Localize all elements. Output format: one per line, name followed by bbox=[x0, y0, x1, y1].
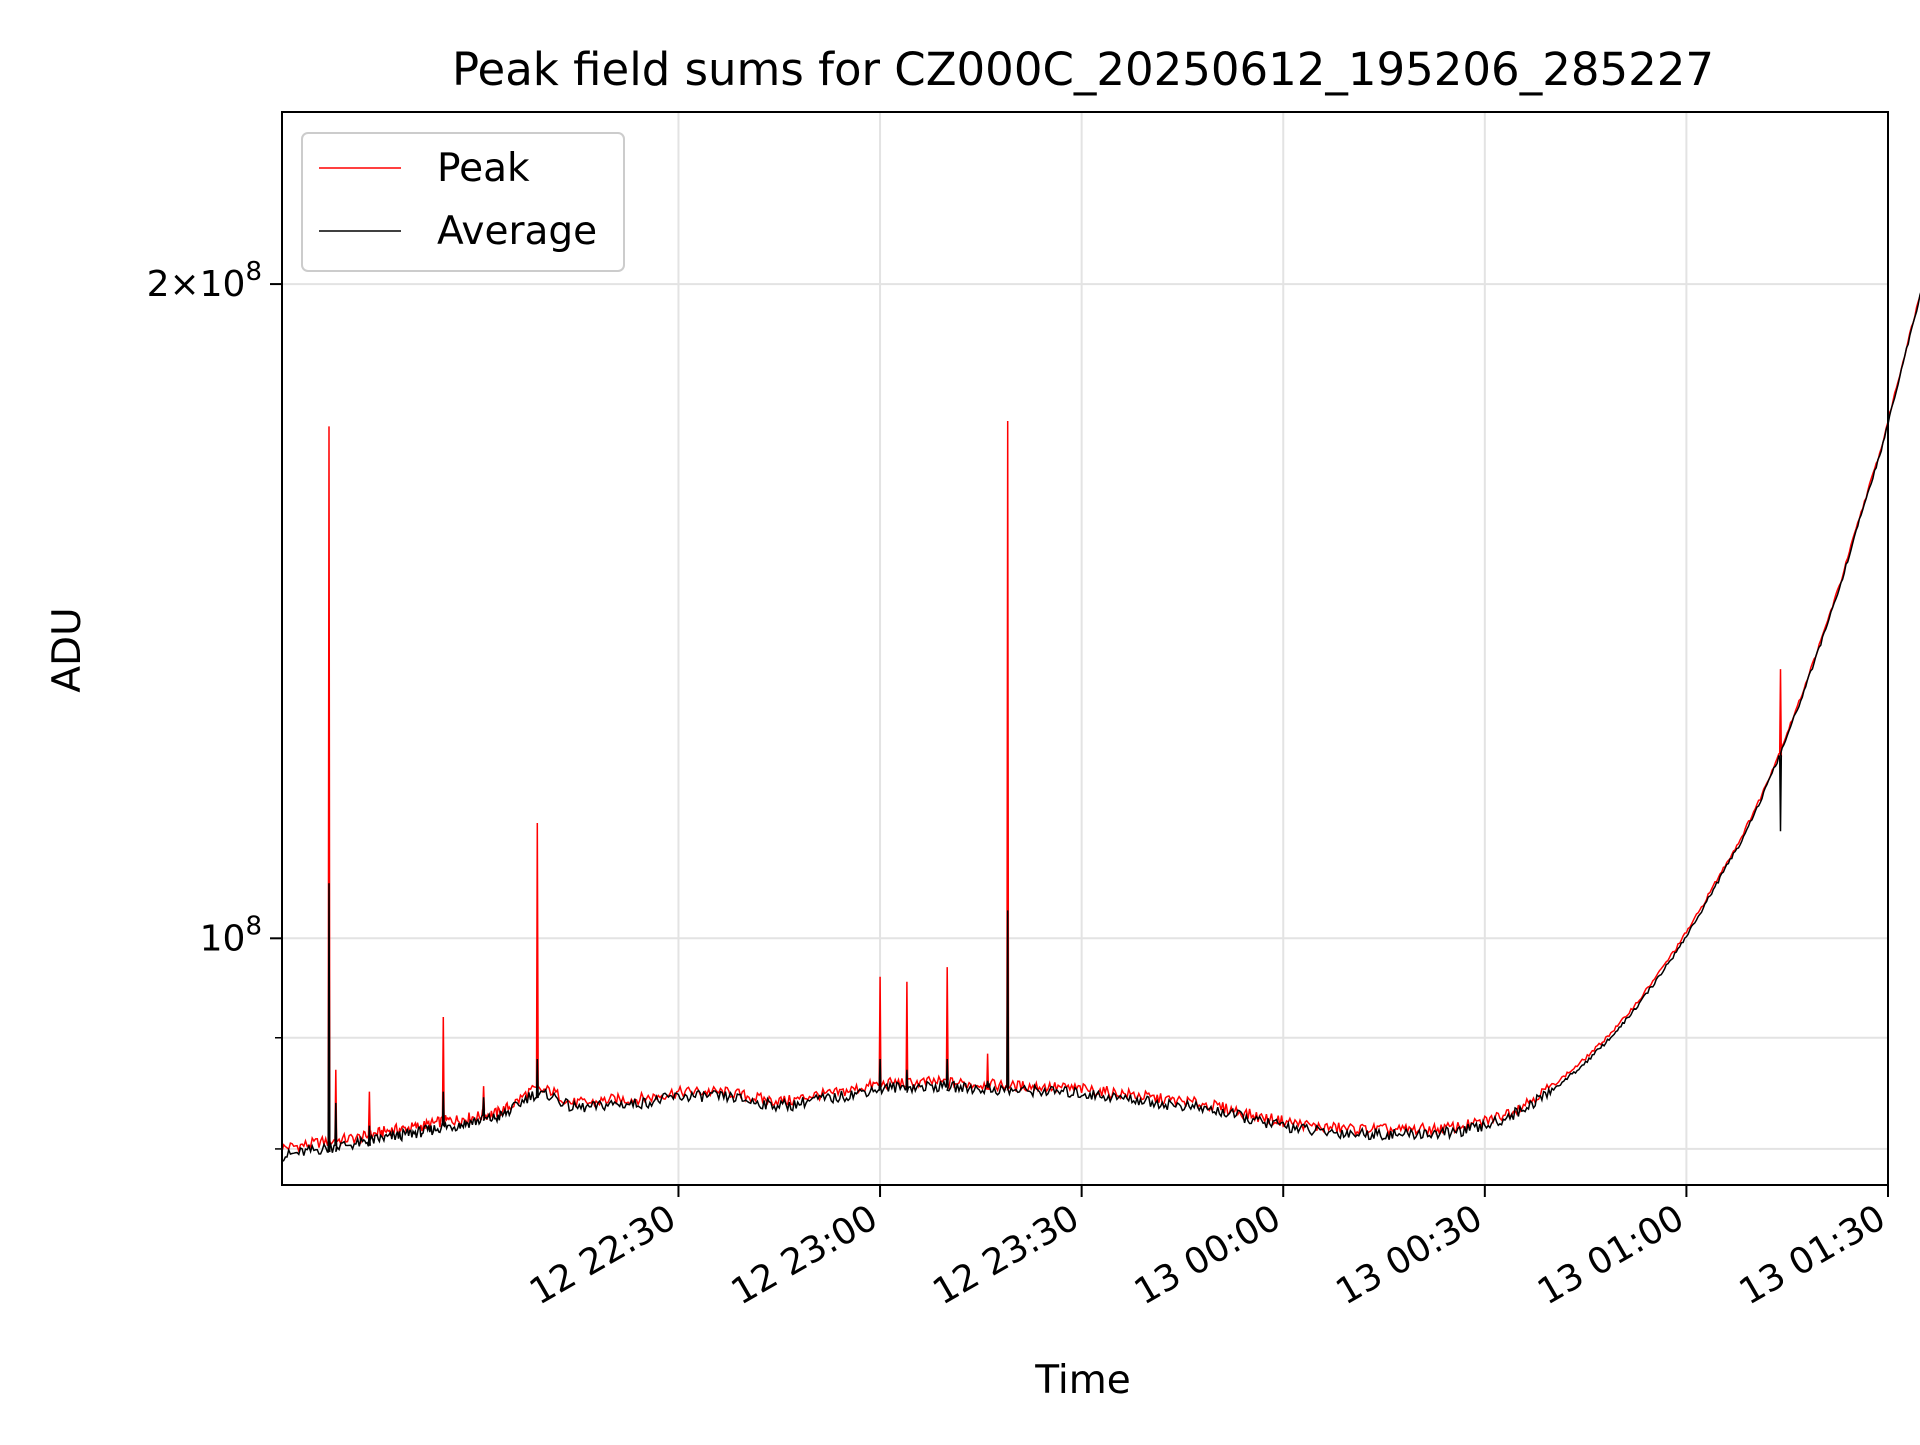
legend-label-average: Average bbox=[437, 209, 597, 254]
y-tick-label: 2×108 bbox=[147, 257, 262, 305]
series-average-line bbox=[281, 292, 1920, 1163]
x-axis-label: Time bbox=[1034, 1358, 1130, 1403]
series-layer bbox=[281, 292, 1920, 1163]
legend-label-peak: Peak bbox=[437, 146, 530, 191]
chart-title: Peak field sums for CZ000C_20250612_1952… bbox=[452, 43, 1714, 96]
y-tick-label: 108 bbox=[200, 911, 262, 959]
legend: Peak Average bbox=[301, 132, 625, 272]
grid bbox=[282, 112, 1889, 1185]
plot-area-frame bbox=[281, 111, 1889, 1186]
y-axis-label: ADU bbox=[45, 607, 90, 692]
